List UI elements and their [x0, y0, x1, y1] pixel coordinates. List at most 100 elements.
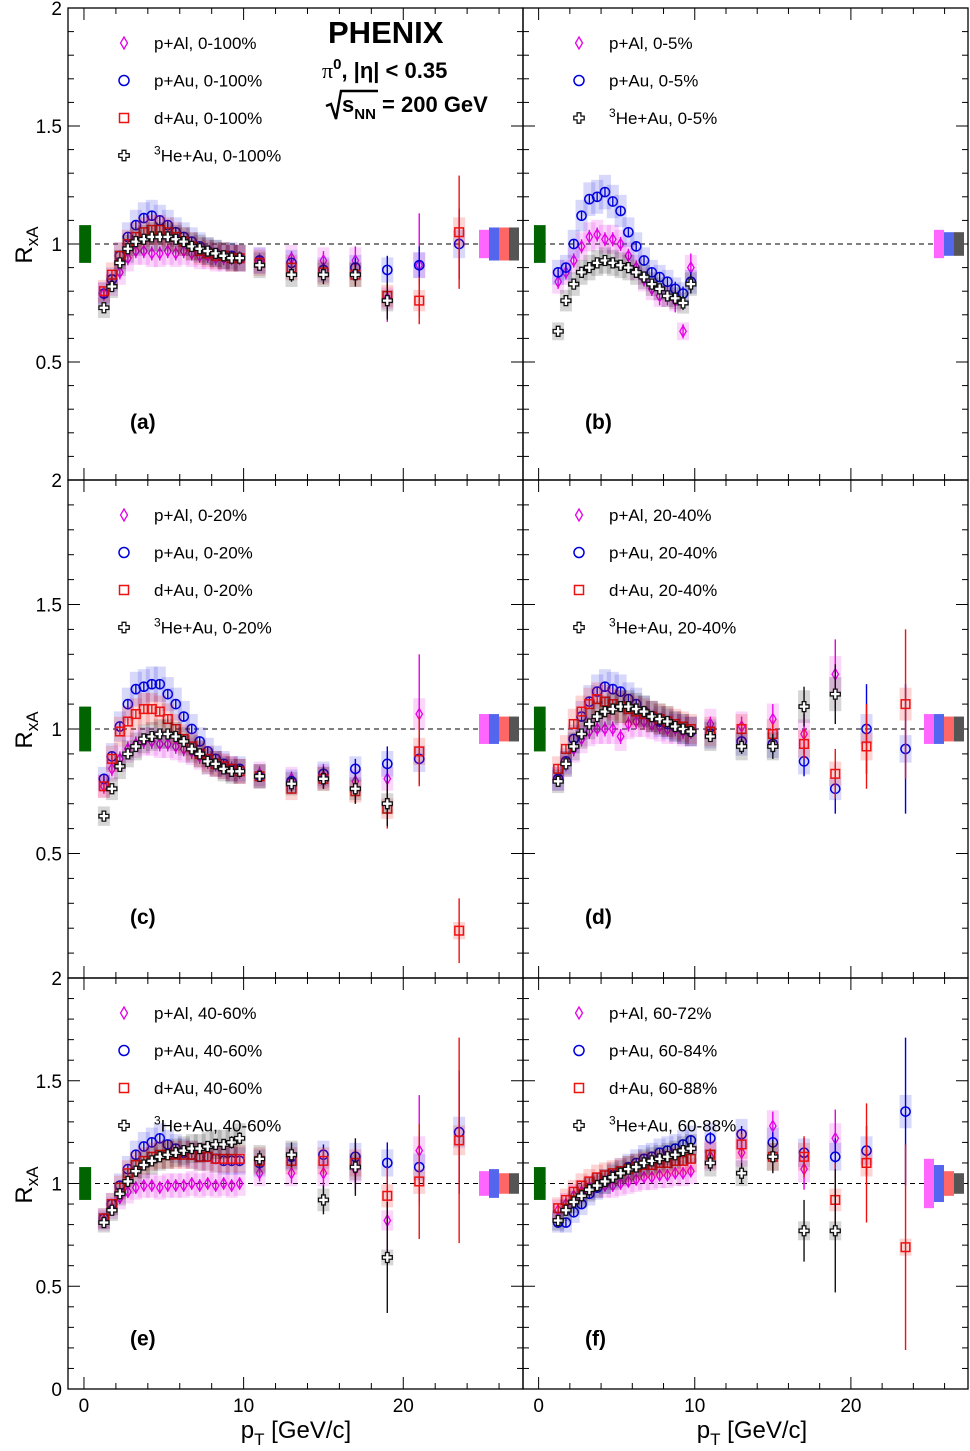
data-point	[381, 798, 393, 810]
data-point	[139, 244, 148, 258]
y-tick-label: 2	[51, 969, 62, 990]
data-point	[202, 245, 214, 257]
data-point	[577, 239, 586, 254]
data-point	[131, 1180, 140, 1195]
kinematics-label: π0, |η| < 0.35	[322, 56, 447, 83]
legend-marker	[118, 1082, 130, 1094]
data-point	[669, 1149, 681, 1161]
data-point	[98, 286, 109, 297]
data-point	[677, 297, 689, 309]
ylabel-sub: xA	[23, 711, 42, 732]
data-point	[162, 713, 173, 725]
data-point	[123, 1184, 132, 1199]
normalization-box-pAl	[924, 714, 934, 744]
legend-label: d+Au, 0-20%	[154, 581, 253, 600]
data-point	[608, 232, 617, 247]
data-point	[99, 779, 108, 794]
ylabel-sub: xA	[23, 1166, 42, 1187]
data-point	[638, 705, 650, 718]
legend-marker	[573, 74, 585, 87]
data-point	[677, 723, 689, 735]
data-point	[287, 1166, 296, 1181]
data-point	[560, 262, 572, 273]
data-point	[98, 302, 110, 314]
legend-marker	[118, 621, 130, 634]
data-point	[568, 1196, 580, 1208]
legend-label: 3He+Au, 0-20%	[154, 616, 272, 638]
data-point	[162, 231, 174, 243]
legend-marker	[574, 35, 584, 51]
legend-label: d+Au, 40-60%	[154, 1079, 262, 1098]
data-point	[350, 763, 361, 775]
data-point	[202, 1140, 214, 1153]
data-point	[599, 696, 611, 707]
data-point	[622, 261, 635, 274]
data-point	[768, 1119, 777, 1133]
y-tick-label: 0.5	[36, 845, 62, 866]
data-point	[154, 1132, 166, 1144]
data-point	[234, 1153, 245, 1164]
data-point	[187, 1176, 196, 1191]
normalization-box-dAu	[499, 716, 509, 742]
data-point	[163, 1178, 172, 1193]
legend-label: p+Au, 20-40%	[609, 544, 717, 563]
data-point	[146, 678, 158, 690]
legend-label: 3He+Au, 60-88%	[609, 1114, 736, 1136]
data-point	[163, 737, 172, 751]
data-point	[679, 1166, 687, 1181]
data-point	[829, 1151, 841, 1163]
data-point	[130, 1165, 142, 1177]
panel-label: (b)	[585, 411, 612, 434]
series-HeAu	[552, 1134, 842, 1293]
data-point	[614, 259, 627, 271]
data-point	[147, 246, 156, 261]
data-point	[560, 1204, 572, 1216]
legend-label: p+Au, 0-5%	[609, 72, 698, 91]
data-point	[646, 1155, 658, 1167]
panel-label: (c)	[130, 906, 156, 929]
data-point	[285, 1149, 298, 1161]
legend-label: d+Au, 60-88%	[609, 1079, 717, 1098]
data-point	[607, 196, 619, 207]
data-point	[122, 243, 134, 255]
data-point	[705, 1132, 716, 1144]
normalization-box-pAu	[934, 714, 944, 744]
data-point	[114, 726, 125, 737]
data-point	[661, 290, 674, 302]
data-point	[138, 233, 150, 245]
data-point	[568, 238, 580, 250]
normalization-box-pAl	[934, 229, 944, 259]
data-point	[454, 1135, 465, 1146]
data-point	[170, 233, 182, 245]
data-point	[646, 266, 658, 278]
data-point	[829, 1225, 841, 1237]
data-point	[583, 261, 596, 274]
legend-marker	[573, 1119, 585, 1132]
data-point	[560, 743, 571, 754]
legend-marker	[573, 1044, 585, 1057]
data-point	[255, 1166, 264, 1181]
normalization-box-pAl	[479, 229, 489, 259]
y-tick-label: 1	[51, 720, 62, 741]
legend-marker	[118, 546, 130, 559]
legend-label: p+Au, 0-100%	[154, 72, 262, 91]
data-point	[552, 325, 564, 337]
series-HeAu	[552, 247, 697, 341]
xlabel-unit: [GeV/c]	[265, 1417, 352, 1444]
data-point	[662, 276, 673, 288]
energy-symbol: s	[342, 92, 354, 117]
y-axis-title-row1: RxA	[11, 226, 42, 264]
data-point	[568, 718, 579, 730]
ylabel-main: R	[11, 1186, 38, 1203]
data-point	[194, 243, 206, 255]
data-point	[622, 1163, 635, 1175]
data-point	[454, 227, 465, 238]
xlabel-main: p	[697, 1417, 710, 1444]
data-point	[608, 1178, 617, 1193]
data-point	[593, 227, 602, 242]
data-point	[218, 250, 230, 262]
data-point	[615, 205, 626, 217]
x-axis-title-left: pT [GeV/c]	[241, 1417, 351, 1449]
data-point	[106, 783, 118, 795]
legend-marker	[574, 1005, 584, 1021]
